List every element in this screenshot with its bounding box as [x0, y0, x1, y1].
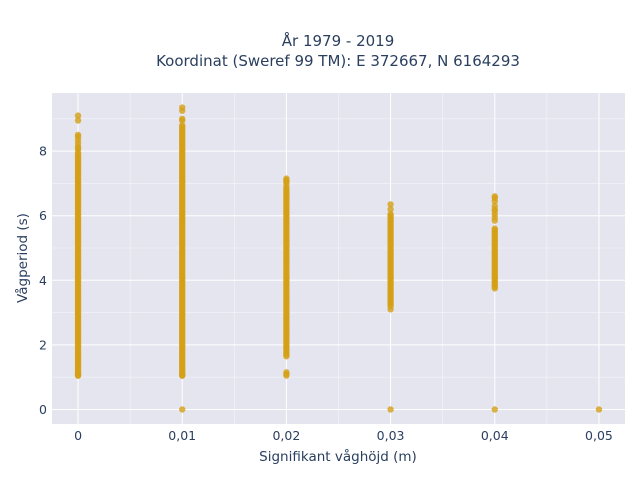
tick-labels: 0 2 4 6 8 0 0,01 0,02 0,03 0,04 0,05	[39, 144, 613, 443]
scatter-point	[387, 206, 394, 213]
scatter-point	[179, 372, 186, 379]
chart-title-line2: Koordinat (Sweref 99 TM): E 372667, N 61…	[156, 52, 520, 70]
y-tick-label: 2	[39, 337, 47, 352]
x-tick-label: 0,05	[585, 428, 613, 443]
scatter-point	[179, 115, 186, 123]
scatter-point	[387, 302, 394, 310]
scatter-point	[491, 193, 498, 200]
data-points	[74, 104, 603, 413]
scatter-point	[74, 369, 82, 376]
x-tick-label: 0,01	[168, 428, 196, 443]
x-tick-label: 0,03	[377, 428, 405, 443]
scatter-point	[179, 104, 186, 111]
scatter-point	[74, 131, 82, 139]
chart-title-line1: År 1979 - 2019	[282, 31, 395, 50]
y-axis-title: Vågperiod (s)	[14, 213, 31, 303]
scatter-point	[595, 406, 603, 413]
scatter-point	[491, 202, 498, 210]
x-axis-title: Signifikant våghöjd (m)	[259, 448, 417, 465]
scatter-point	[387, 201, 394, 208]
y-tick-label: 4	[39, 273, 47, 288]
y-tick-label: 6	[39, 208, 47, 223]
y-tick-label: 0	[39, 402, 47, 417]
scatter-point	[491, 225, 498, 232]
scatter-point	[491, 285, 498, 292]
scatter-point	[491, 406, 498, 413]
y-tick-label: 8	[39, 144, 47, 159]
grid-lines	[52, 93, 625, 424]
scatter-point	[179, 406, 186, 413]
x-tick-label: 0,02	[272, 428, 300, 443]
scatter-point	[387, 406, 394, 413]
scatter-point	[387, 210, 394, 218]
x-tick-label: 0,04	[481, 428, 509, 443]
scatter-point	[283, 369, 290, 376]
scatter-point	[74, 112, 82, 119]
scatter-point	[283, 175, 290, 182]
scatter-point	[179, 122, 186, 129]
scatter-point	[74, 117, 82, 124]
x-tick-label: 0	[74, 428, 82, 443]
